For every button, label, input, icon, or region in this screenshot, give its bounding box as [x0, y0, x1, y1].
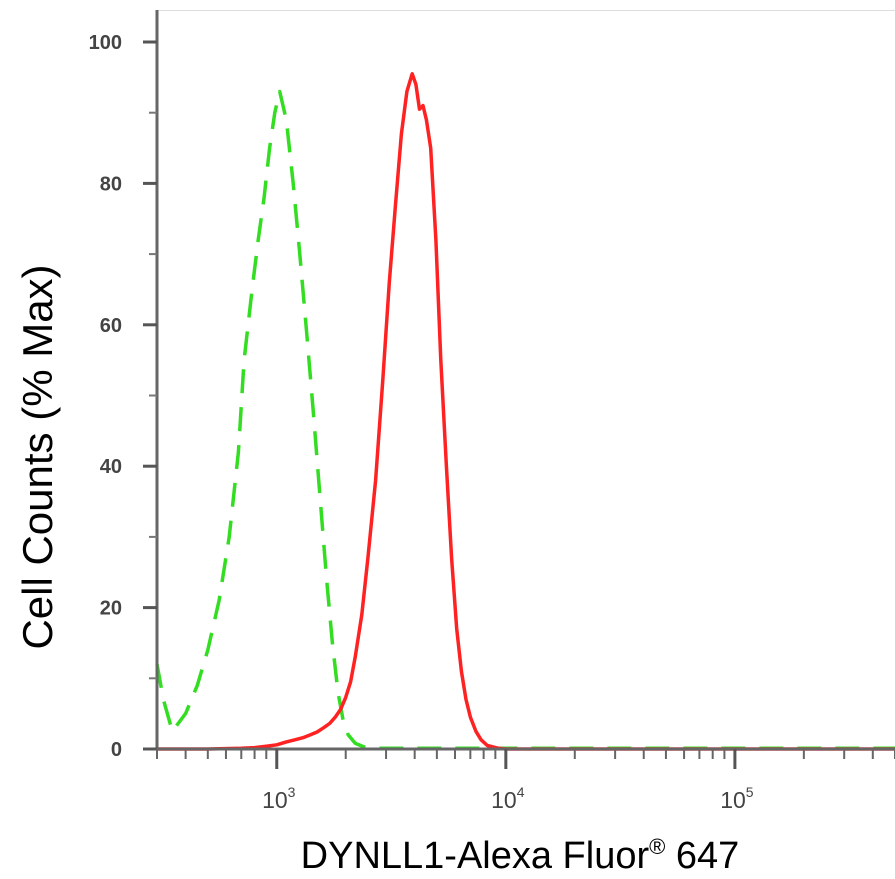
y-axis-title: Cell Counts (% Max)	[14, 264, 61, 649]
sample-curve	[157, 72, 895, 751]
isotype-control-curve	[155, 89, 895, 751]
label-layer: Cell Counts (% Max) DYNLL1-Alexa Fluor® …	[14, 264, 739, 877]
x-axis-title: DYNLL1-Alexa Fluor® 647	[301, 834, 740, 877]
x-tick-label: 104	[491, 784, 525, 813]
y-tick-label: 100	[89, 32, 122, 54]
y-tick-label: 20	[100, 598, 122, 620]
y-tick-label: 60	[100, 315, 122, 337]
x-axis-title-tail: 647	[665, 835, 739, 877]
series-layer	[155, 72, 895, 751]
y-tick-label: 80	[100, 173, 122, 195]
x-axis-title-sup: ®	[649, 834, 665, 859]
y-tick-label: 40	[100, 456, 122, 478]
plot-top-border	[157, 10, 895, 11]
axis-layer: 0 20 40 60 80 100 103 104 105	[89, 10, 895, 813]
x-tick-label: 105	[720, 784, 754, 813]
x-tick-label: 103	[262, 784, 296, 813]
x-axis-title-main: DYNLL1-Alexa Fluor	[301, 835, 650, 877]
y-tick-label: 0	[111, 739, 122, 761]
